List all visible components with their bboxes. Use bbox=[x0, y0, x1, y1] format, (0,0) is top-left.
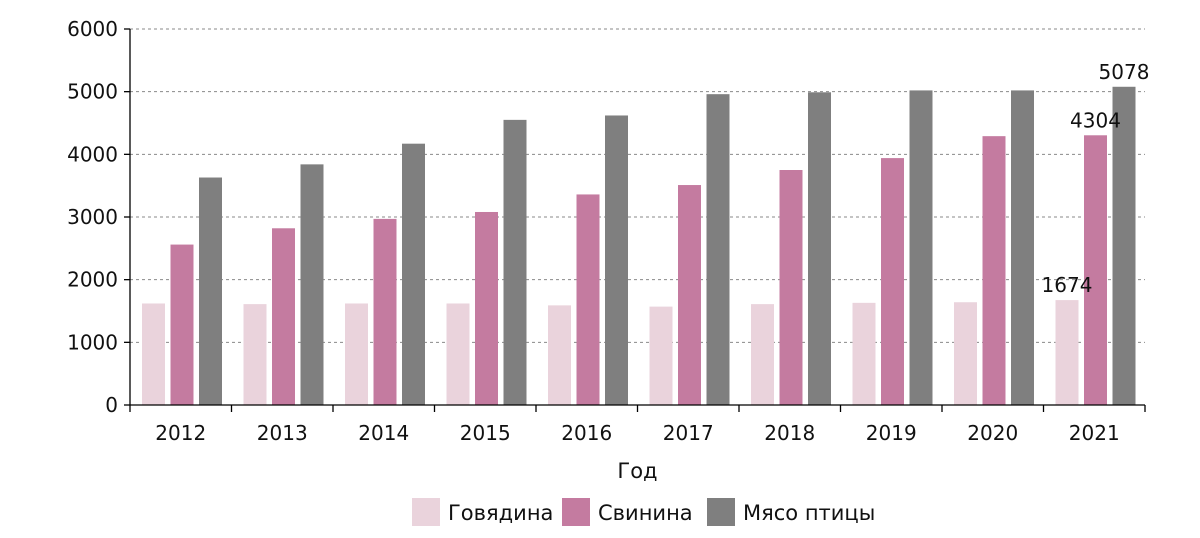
x-tick-label: 2016 bbox=[561, 421, 612, 445]
x-tick-label: 2015 bbox=[460, 421, 511, 445]
bar-Мясо птицы-2019 bbox=[909, 90, 933, 405]
bar-Свинина-2017 bbox=[678, 185, 701, 405]
bar-Мясо птицы-2015 bbox=[503, 119, 527, 405]
bar-Свинина-2014 bbox=[373, 218, 397, 405]
legend-swatch bbox=[707, 498, 735, 526]
y-tick-label: 0 bbox=[105, 393, 118, 417]
bar-Свинина-2013 bbox=[272, 228, 295, 405]
bar-Мясо птицы-2014 bbox=[402, 143, 425, 405]
bar-Мясо птицы-2013 bbox=[300, 164, 324, 405]
data-labels: 1674 4304 5078 bbox=[1042, 60, 1150, 297]
bar-Свинина-2012 bbox=[170, 244, 194, 405]
axes: 0 1000 2000 3000 4000 5000 6000 2012 2013 2014 201… bbox=[67, 17, 1146, 445]
x-axis-title: Год bbox=[617, 459, 657, 483]
bar-Свинина-2015 bbox=[475, 211, 498, 405]
bar-Мясо птицы-2018 bbox=[808, 92, 831, 405]
bar-Говядина-2014 bbox=[345, 303, 368, 405]
bar-Мясо птицы-2016 bbox=[605, 115, 628, 405]
legend-swatch bbox=[562, 498, 590, 526]
bar-Говядина-2013 bbox=[243, 304, 267, 405]
x-tick-label: 2020 bbox=[967, 421, 1018, 445]
data-label: 5078 bbox=[1099, 60, 1150, 84]
legend-label: Свинина bbox=[598, 501, 693, 525]
bar-Говядина-2019 bbox=[852, 302, 876, 405]
bar-Свинина-2019 bbox=[881, 158, 904, 405]
bar-Мясо птицы-2020 bbox=[1011, 90, 1034, 405]
legend: Говядина Свинина Мясо птицы bbox=[412, 498, 875, 526]
bar-Свинина-2018 bbox=[779, 170, 803, 405]
legend-label: Говядина bbox=[448, 501, 553, 525]
legend-label: Мясо птицы bbox=[743, 501, 875, 525]
bar-Говядина-2012 bbox=[142, 303, 165, 405]
data-label: 1674 bbox=[1042, 273, 1093, 297]
x-tick-label: 2014 bbox=[358, 421, 409, 445]
legend-swatch bbox=[412, 498, 440, 526]
y-tick-label: 1000 bbox=[67, 330, 118, 354]
x-tick-label: 2021 bbox=[1069, 421, 1120, 445]
bar-Мясо птицы-2021 bbox=[1112, 86, 1136, 406]
bar-Свинина-2016 bbox=[576, 194, 600, 405]
bars bbox=[142, 86, 1136, 406]
x-tick-label: 2013 bbox=[257, 421, 308, 445]
x-tick-label: 2012 bbox=[155, 421, 206, 445]
bar-Говядина-2017 bbox=[649, 306, 673, 405]
bar-Говядина-2018 bbox=[751, 304, 774, 405]
bar-Свинина-2020 bbox=[982, 136, 1006, 405]
y-tick-label: 2000 bbox=[67, 268, 118, 292]
bar-Говядина-2015 bbox=[446, 303, 470, 405]
bar-Говядина-2016 bbox=[548, 305, 571, 405]
bar-Мясо птицы-2012 bbox=[199, 177, 222, 405]
gridlines bbox=[130, 28, 1145, 343]
bar-Свинина-2021 bbox=[1084, 135, 1107, 406]
bar-Говядина-2021 bbox=[1055, 300, 1079, 405]
y-tick-label: 4000 bbox=[67, 142, 118, 166]
bar-Говядина-2020 bbox=[954, 302, 977, 405]
x-tick-label: 2018 bbox=[764, 421, 815, 445]
data-label: 4304 bbox=[1070, 108, 1121, 132]
y-tick-label: 6000 bbox=[67, 17, 118, 41]
y-tick-label: 3000 bbox=[67, 205, 118, 229]
x-tick-label: 2017 bbox=[663, 421, 714, 445]
y-tick-label: 5000 bbox=[67, 80, 118, 104]
x-tick-label: 2019 bbox=[866, 421, 917, 445]
bar-Мясо птицы-2017 bbox=[706, 94, 730, 405]
